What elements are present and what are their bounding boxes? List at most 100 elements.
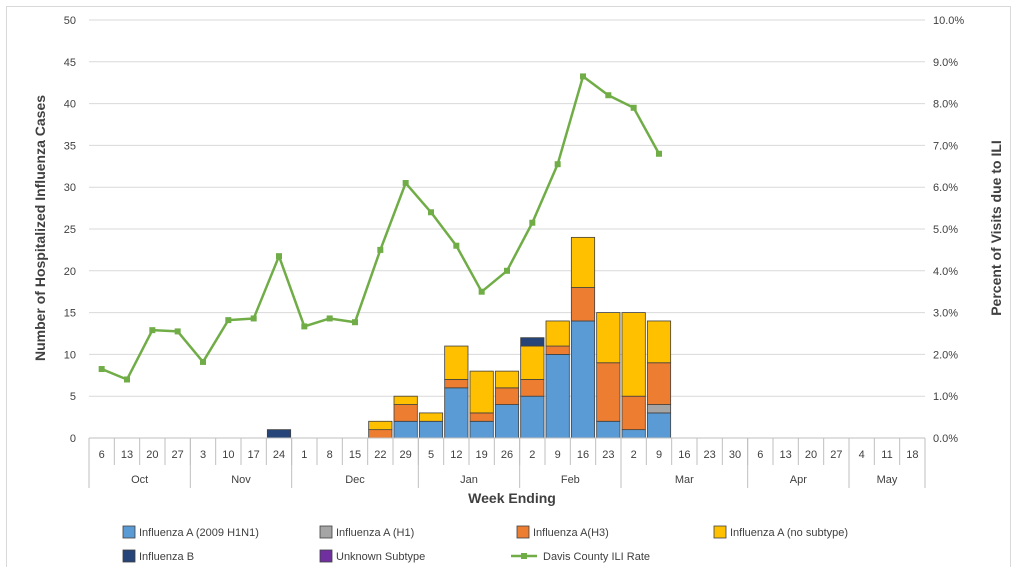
bar-segment <box>520 379 545 397</box>
bar-segment <box>444 345 469 380</box>
legend-swatch <box>319 549 333 563</box>
ili-line-marker <box>428 209 434 216</box>
x-tick-label: 2 <box>529 449 535 461</box>
bar-segment <box>646 320 672 364</box>
x-tick-label: 5 <box>428 449 434 461</box>
bar-segment <box>469 420 494 439</box>
ili-line-marker <box>200 358 206 365</box>
bar-segment <box>520 345 545 380</box>
legend: Influenza A (2009 H1N1) Influenza A (H1) I… <box>122 525 848 563</box>
bar-segment <box>444 387 469 439</box>
ili-line-marker <box>301 323 308 330</box>
bar-segment <box>266 429 292 439</box>
legend-label: Davis County ILI Rate <box>543 551 650 563</box>
x-tick-label: 23 <box>704 449 716 461</box>
ili-line-marker <box>124 376 130 383</box>
x-tick-label: 27 <box>172 449 184 461</box>
bar-segment <box>621 395 646 431</box>
y-tick-label: 5 <box>70 391 76 403</box>
y2-tick-label: 1.0% <box>933 391 958 403</box>
bar-segment <box>545 320 570 347</box>
x-tick-label: 22 <box>374 449 386 461</box>
bar-segment <box>621 312 646 397</box>
y2-tick-label: 6.0% <box>933 182 958 194</box>
x-tick-label: 17 <box>248 449 260 461</box>
ili-line-marker <box>504 267 510 274</box>
x-tick-label: 4 <box>859 449 865 461</box>
ili-line-marker <box>276 253 282 260</box>
x-tick-label: 16 <box>577 449 589 461</box>
x-tick-label: 10 <box>222 449 234 461</box>
bar-segment <box>393 395 418 405</box>
bars <box>266 236 672 439</box>
y2-tick-label: 3.0% <box>933 308 958 320</box>
month-label: Feb <box>561 474 580 486</box>
x-tick-label: 12 <box>450 449 462 461</box>
bar-segment <box>646 362 672 405</box>
bar-segment <box>646 404 672 414</box>
y2-tick-label: 4.0% <box>933 266 958 278</box>
bar-segment <box>494 404 520 439</box>
bar-segment <box>570 287 596 322</box>
ili-line-marker <box>377 246 384 253</box>
ili-line-marker <box>580 73 586 80</box>
legend-label: Influenza A (2009 H1N1) <box>139 527 259 539</box>
ili-line-marker <box>174 328 181 335</box>
gridlines <box>89 19 925 397</box>
y2-tick-label: 9.0% <box>933 57 958 69</box>
ili-line <box>98 73 662 383</box>
y-tick-label: 20 <box>64 266 76 278</box>
legend-swatch <box>319 525 333 539</box>
y-tick-label: 0 <box>70 433 76 445</box>
x-tick-label: 23 <box>602 449 614 461</box>
bar-segment <box>646 412 672 439</box>
y2-tick-label: 8.0% <box>933 99 958 111</box>
y2-tick-label: 0.0% <box>933 433 958 445</box>
legend-swatch <box>713 525 727 539</box>
legend-label: Unknown Subtype <box>336 551 425 563</box>
y-tick-label: 15 <box>64 308 76 320</box>
x-tick-label: 13 <box>780 449 792 461</box>
y2-tick-label: 7.0% <box>933 140 958 152</box>
x-axis-title: Week Ending <box>468 490 556 506</box>
x-tick-label: 9 <box>555 449 561 461</box>
chart-frame <box>6 6 1011 572</box>
ili-line-marker <box>529 219 536 226</box>
legend-label: Influenza A (no subtype) <box>730 527 848 539</box>
bar-segment <box>418 412 444 422</box>
bar-segment <box>469 412 494 422</box>
legend-swatch <box>122 549 136 563</box>
bar-segment <box>368 420 393 431</box>
y2-tick-label: 10.0% <box>933 15 964 27</box>
legend-label: Influenza B <box>139 551 194 563</box>
y-tick-label: 35 <box>64 140 76 152</box>
x-tick-label: 15 <box>349 449 361 461</box>
ili-line-marker <box>656 150 662 157</box>
bar-segment <box>570 320 596 439</box>
ili-line-marker <box>250 315 257 322</box>
x-tick-label: 11 <box>881 449 892 461</box>
bar-segment <box>545 353 570 439</box>
x-tick-label: 8 <box>327 449 333 461</box>
ili-line-marker <box>605 92 612 99</box>
y-tick-label: 45 <box>64 57 76 69</box>
x-tick-label: 27 <box>830 449 842 461</box>
y-tick-label: 30 <box>64 182 76 194</box>
x-tick-label: 19 <box>476 449 488 461</box>
legend-label: Influenza A(H3) <box>533 527 609 539</box>
legend-marker <box>521 553 527 559</box>
x-tick-label: 9 <box>656 449 662 461</box>
ili-line-marker <box>326 315 333 322</box>
y-tick-label: 50 <box>64 15 76 27</box>
x-tick-label: 20 <box>805 449 817 461</box>
ili-line-marker <box>554 161 561 168</box>
x-tick-label: 18 <box>906 449 918 461</box>
legend-label: Influenza A (H1) <box>336 527 414 539</box>
y2-tick-label: 5.0% <box>933 224 958 236</box>
legend-swatch <box>122 525 136 539</box>
bar-segment <box>469 370 494 414</box>
month-label: Dec <box>345 474 365 486</box>
x-tick-label: 16 <box>678 449 690 461</box>
